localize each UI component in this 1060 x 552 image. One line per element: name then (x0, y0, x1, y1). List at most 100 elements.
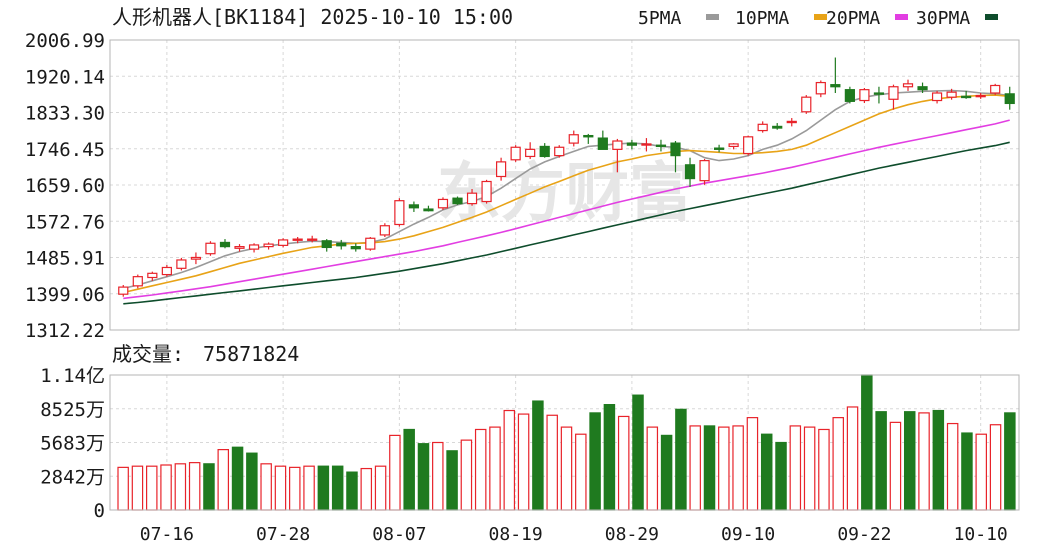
candle-body (365, 237, 376, 250)
volume-bar (403, 428, 415, 511)
volume-bar (589, 412, 601, 511)
volume-bar (617, 415, 630, 511)
candle-body (757, 123, 768, 132)
volume-bar (246, 452, 258, 511)
candle-body (931, 92, 943, 102)
volume-bar (446, 450, 458, 511)
candle-body (975, 94, 986, 98)
candle-body (466, 192, 478, 205)
volume-bar (231, 446, 244, 511)
candle-body (510, 146, 521, 161)
candle-body (597, 137, 608, 150)
volume-y-tick: 8525万 (40, 399, 105, 421)
volume-bar (274, 465, 287, 511)
candle (670, 141, 681, 173)
volume-bar (660, 434, 673, 511)
volume-bar (374, 465, 387, 511)
candle (452, 196, 463, 205)
price-y-axis: 2006.99 1920.14 1833.30 1746.45 1659.60 1572.… (25, 30, 105, 342)
volume-bar (718, 426, 730, 511)
candle-body (132, 276, 143, 287)
candle-body (219, 241, 231, 248)
volume-y-tick: 2842万 (40, 466, 105, 488)
candle (118, 285, 129, 297)
candle-body (655, 144, 667, 148)
candle (350, 243, 361, 252)
candle (248, 243, 260, 253)
volume-bar (789, 425, 802, 511)
candle-body (990, 84, 1001, 94)
volume-bar (675, 408, 687, 511)
candle (917, 82, 928, 94)
price-y-tick: 2006.99 (25, 30, 105, 52)
candle (190, 252, 202, 265)
volume-bar (989, 424, 1002, 511)
legend-label-ma20: 20PMA (826, 8, 880, 29)
candle-body (684, 164, 696, 180)
candle-body (190, 256, 202, 260)
volume-bar (174, 463, 187, 511)
volume-bar (146, 465, 158, 511)
volume-y-tick: 1.14亿 (40, 365, 105, 387)
candle-body (423, 208, 434, 212)
volume-bar (160, 464, 172, 511)
candle (278, 238, 289, 248)
volume-bar (903, 411, 916, 511)
volume-bar (861, 374, 873, 511)
candle (365, 237, 376, 251)
candle (975, 93, 986, 99)
candle (713, 144, 725, 153)
volume-bar (603, 404, 616, 511)
candle (961, 90, 972, 99)
volume-bar (303, 465, 315, 511)
volume-bar (575, 433, 587, 511)
candle (161, 264, 172, 277)
candle (946, 88, 957, 100)
candle-body (612, 140, 623, 150)
volume-bar (517, 413, 530, 511)
volume-bar (260, 463, 272, 511)
candle (757, 121, 768, 133)
candle-body (495, 161, 507, 178)
volume-bar (946, 422, 959, 511)
candle-body (670, 142, 681, 157)
price-y-tick: 1659.60 (25, 175, 105, 197)
candle-body (641, 143, 652, 146)
candle-body (452, 197, 463, 205)
candle (525, 142, 536, 159)
candle (815, 80, 826, 98)
candle (234, 244, 245, 252)
candle-body (902, 83, 914, 88)
volume-bar (489, 426, 501, 511)
candle (655, 139, 667, 152)
price-y-tick: 1485.91 (25, 248, 105, 270)
candle (336, 239, 347, 250)
candle (888, 84, 899, 110)
volume-y-tick: 0 (94, 500, 105, 522)
candle (786, 118, 797, 127)
volume-bar (1004, 412, 1016, 511)
candle (394, 198, 405, 227)
volume-bar (732, 425, 744, 511)
candle (292, 237, 303, 244)
legend-label-ma5: 5PMA (638, 8, 682, 29)
legend-swatch-ma20 (895, 14, 908, 20)
x-tick-label: 08-29 (605, 524, 659, 545)
volume-bar (760, 433, 773, 511)
x-tick-label: 08-19 (489, 524, 543, 545)
price-y-tick: 1399.06 (25, 284, 105, 306)
volume-bar (646, 426, 659, 511)
candle (132, 274, 143, 289)
price-y-tick: 1312.22 (25, 320, 105, 342)
chart-title: 人形机器人[BK1184] 2025-10-10 15:00 (112, 5, 513, 29)
candle (902, 79, 914, 91)
candle (176, 257, 187, 271)
legend-swatch-ma5 (706, 14, 719, 20)
candle-body (481, 180, 492, 203)
candle (307, 235, 318, 243)
volume-bar (560, 426, 573, 511)
legend-label-ma30: 30PMA (916, 8, 970, 29)
candle-body (888, 86, 899, 100)
candle (568, 130, 579, 147)
